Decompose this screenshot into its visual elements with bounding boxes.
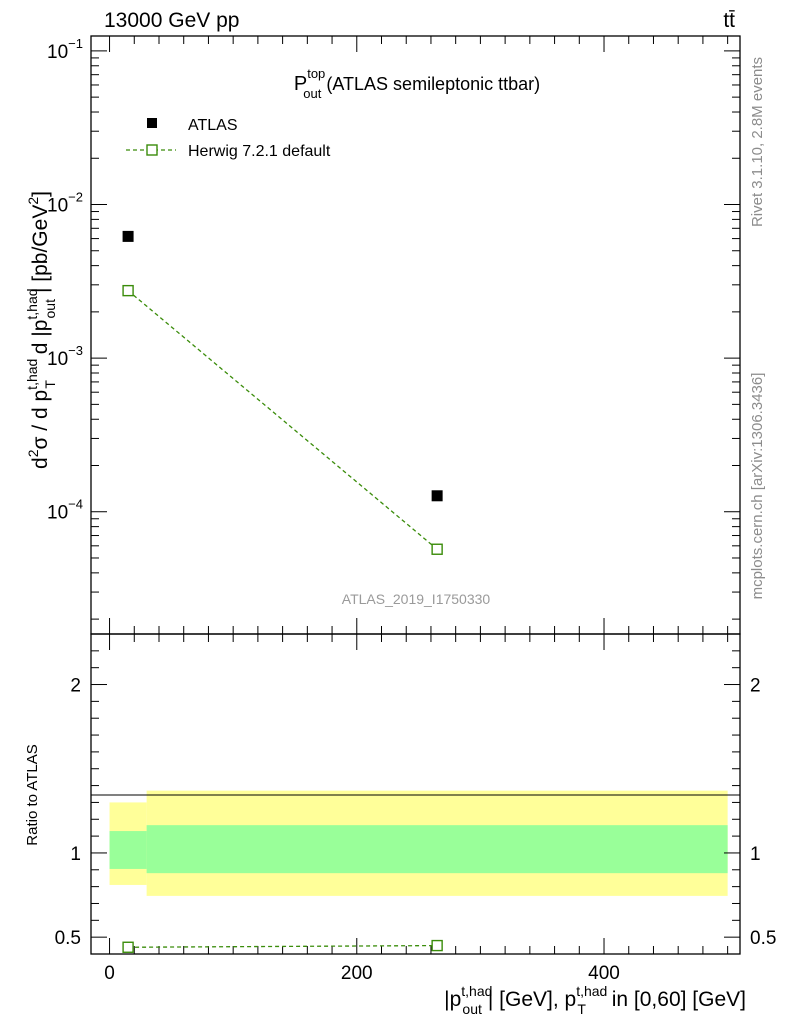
ratio-ytick-labels-right: 0.5 1 2 [750, 676, 776, 950]
ratio-ytick-label-right: 2 [750, 676, 761, 697]
legend-atlas-marker [147, 118, 157, 128]
ratio-uncertainty-bands [109, 790, 728, 896]
ratio-ytick-label: 2 [70, 676, 81, 697]
main-ytick-label: 10−2 [47, 190, 83, 217]
main-ylabel: d2σ / d pt,had T d |pt,had out| [pb/GeV2] [24, 191, 58, 469]
xtick-label: 200 [341, 963, 373, 984]
xtick-label: 0 [104, 963, 115, 984]
main-ytick-labels: 10−1 10−2 10−3 10−4 [47, 36, 83, 524]
ratio-panel: 0.5 1 2 0.5 1 2 0 200 400 Ratio to ATLAS |pt,h… [24, 633, 776, 1017]
atlas-data-point [431, 490, 443, 502]
main-ytick-label: 10−1 [47, 36, 83, 63]
herwig-data-point [431, 543, 443, 555]
legend-herwig-label: Herwig 7.2.1 default [188, 143, 331, 160]
energy-label: 13000 GeV pp [104, 9, 239, 32]
legend-herwig-marker [146, 144, 158, 156]
main-axis-ticks [91, 36, 740, 634]
legend-atlas-label: ATLAS [188, 117, 238, 134]
mcplots-credit-label: mcplots.cern.ch [arXiv:1306.3436] [749, 373, 766, 600]
herwig-ratio-line [128, 944, 438, 948]
main-ytick-label: 10−4 [47, 497, 83, 524]
main-panel: 10−1 10−2 10−3 10−4 Ptop out (ATLAS semilept… [24, 35, 741, 635]
ratio-xtick-labels: 0 200 400 [104, 963, 620, 984]
herwig-ratio-point [122, 941, 134, 953]
ratio-frame [90, 633, 741, 955]
ratio-ytick-label-right: 0.5 [750, 928, 776, 949]
ratio-ytick-labels: 0.5 1 2 [55, 676, 81, 950]
herwig-data-point [122, 284, 134, 297]
atlas-data-point [122, 230, 134, 242]
ratio-ytick-label: 1 [70, 844, 81, 865]
xtick-label: 400 [588, 963, 620, 984]
plot-title: Ptop out (ATLAS semileptonic ttbar) [294, 66, 540, 101]
process-label: tt̄ [723, 9, 735, 32]
stat-uncertainty-band [146, 825, 728, 874]
xlabel: |pt,had out | [GeV], pt,had T in [0,60] [Ge… [444, 983, 746, 1017]
stat-uncertainty-band [109, 831, 147, 869]
main-series [122, 230, 443, 555]
legend: ATLAS Herwig 7.2.1 default [126, 117, 331, 160]
ratio-series [122, 939, 443, 953]
herwig-ratio-point [431, 939, 443, 952]
analysis-watermark: ATLAS_2019_I1750330 [342, 591, 491, 607]
ratio-ytick-label-right: 1 [750, 844, 761, 865]
main-ytick-label: 10−3 [47, 343, 83, 370]
ratio-ylabel: Ratio to ATLAS [24, 744, 41, 845]
herwig-line [127, 290, 438, 550]
rivet-version-label: Rivet 3.1.10, 2.8M events [749, 57, 766, 227]
ratio-ytick-label: 0.5 [55, 928, 81, 949]
